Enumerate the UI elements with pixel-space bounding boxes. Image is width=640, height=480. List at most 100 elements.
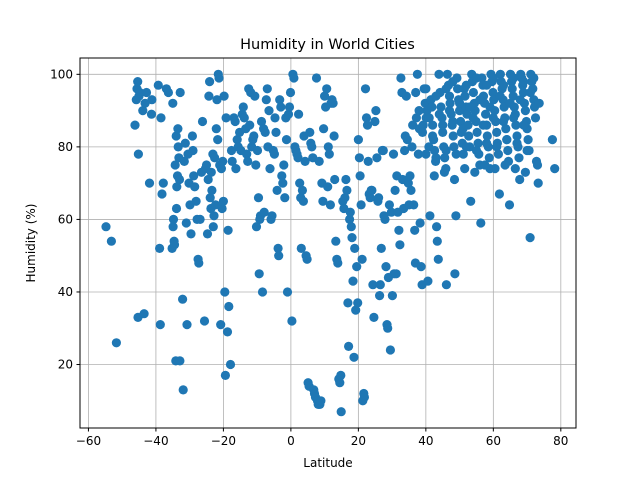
data-point — [360, 84, 371, 94]
data-point — [416, 262, 426, 272]
data-point — [285, 87, 296, 98]
data-point — [372, 153, 382, 163]
data-point — [475, 95, 485, 105]
plot-frame — [79, 57, 577, 429]
data-point — [512, 138, 522, 148]
data-point — [484, 153, 494, 163]
data-point — [492, 142, 502, 152]
data-point — [480, 160, 490, 170]
data-point — [141, 87, 152, 98]
data-point — [370, 116, 380, 127]
data-point — [448, 116, 458, 127]
data-point — [482, 80, 492, 90]
data-point — [189, 171, 199, 181]
data-point — [434, 69, 444, 79]
data-point — [156, 113, 166, 123]
data-point — [282, 287, 293, 297]
data-point — [428, 120, 438, 130]
data-point — [168, 222, 178, 232]
data-point — [155, 243, 165, 253]
data-point — [519, 120, 529, 130]
data-point — [401, 91, 411, 101]
data-point — [482, 131, 492, 141]
data-point — [363, 156, 373, 166]
data-point — [298, 196, 308, 206]
data-point — [353, 298, 363, 308]
data-point — [448, 131, 458, 141]
data-point — [209, 211, 219, 221]
data-point — [265, 164, 275, 174]
data-point — [218, 156, 228, 166]
data-point — [254, 269, 264, 279]
x-tick-label: 80 — [553, 434, 568, 448]
data-point — [243, 156, 253, 166]
data-point — [449, 174, 460, 185]
data-point — [391, 269, 401, 279]
data-point — [495, 91, 505, 101]
data-point — [181, 218, 191, 228]
data-point — [421, 149, 431, 159]
data-point — [406, 185, 416, 195]
data-point — [320, 91, 330, 101]
data-point — [289, 73, 299, 83]
data-point — [515, 174, 525, 185]
data-point — [210, 153, 220, 163]
data-point — [335, 378, 345, 388]
data-point — [458, 149, 468, 159]
data-point — [394, 225, 404, 235]
data-point — [488, 73, 498, 83]
data-point — [461, 80, 471, 90]
data-point — [202, 229, 213, 239]
data-point — [368, 280, 378, 290]
data-point — [400, 145, 410, 156]
data-point — [340, 193, 350, 203]
data-point — [280, 193, 290, 203]
data-point — [493, 149, 503, 159]
data-point — [471, 73, 482, 83]
data-point — [172, 182, 182, 192]
data-point — [440, 153, 450, 163]
data-point — [375, 280, 385, 290]
data-point — [342, 185, 352, 195]
data-point — [407, 142, 417, 152]
data-point — [207, 185, 217, 195]
data-point — [203, 174, 213, 185]
data-point — [471, 145, 482, 156]
data-point — [441, 280, 451, 290]
data-point — [410, 225, 420, 235]
data-point — [157, 189, 167, 199]
data-point — [206, 167, 216, 177]
data-point — [220, 370, 230, 380]
data-point — [252, 145, 263, 156]
data-point — [481, 109, 491, 119]
data-point — [429, 171, 439, 181]
data-point — [423, 276, 433, 286]
data-point — [175, 356, 185, 366]
data-point — [461, 142, 471, 152]
data-point — [249, 131, 259, 141]
data-point — [361, 113, 372, 123]
data-point — [333, 258, 343, 268]
data-point — [205, 77, 215, 87]
data-point — [488, 113, 498, 123]
data-point — [283, 109, 294, 119]
data-point — [387, 291, 397, 301]
y-tick-label: 80 — [58, 140, 73, 154]
data-point — [525, 87, 536, 98]
data-point — [468, 87, 478, 98]
data-point — [473, 138, 483, 148]
data-point — [232, 135, 242, 145]
data-point — [169, 240, 180, 250]
data-point — [449, 142, 459, 152]
data-point — [450, 269, 460, 279]
data-point — [106, 236, 116, 246]
data-point — [350, 243, 360, 253]
data-point — [245, 120, 255, 130]
data-point — [383, 323, 393, 333]
data-point — [353, 135, 363, 145]
data-point — [503, 145, 513, 156]
y-tick-label: 40 — [58, 285, 73, 299]
data-point — [261, 95, 271, 105]
data-point — [190, 182, 200, 192]
data-point — [293, 153, 303, 163]
